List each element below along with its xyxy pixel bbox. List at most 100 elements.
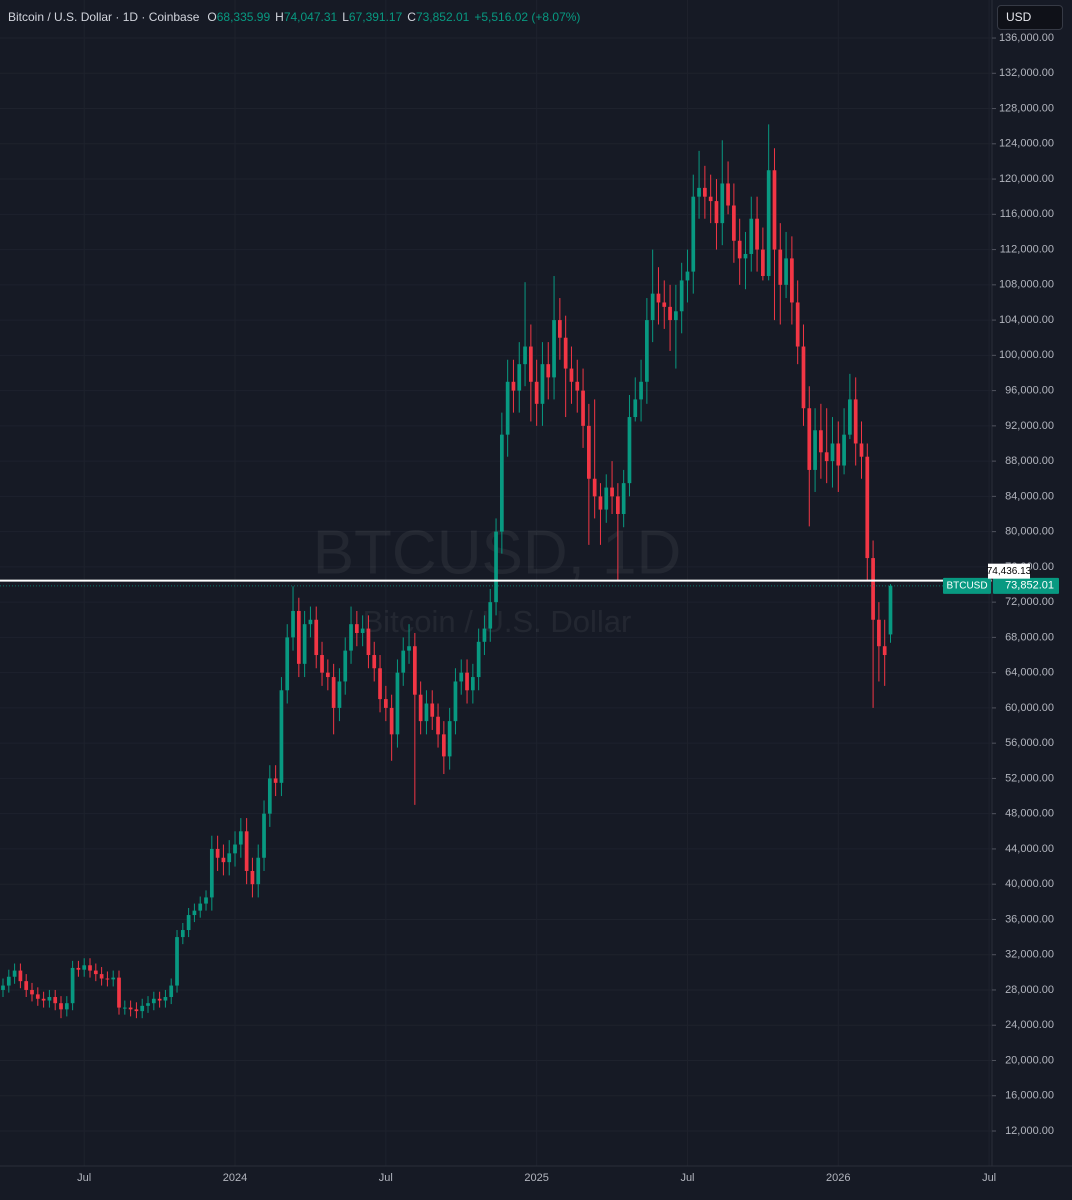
candle-body [691,196,696,272]
x-tick-label: Jul [77,1172,91,1184]
candle-body [1,985,5,990]
y-tick-label: 80,000.00 [1005,526,1054,538]
candle-body [366,628,371,656]
candle-body [383,699,388,708]
candle-body [830,443,835,462]
candle-body [645,320,649,382]
y-tick-label: 96,000.00 [1005,385,1054,397]
candle-body [871,558,875,620]
y-tick-label: 28,000.00 [1005,984,1054,996]
candle-body [470,677,475,691]
candle-body [389,707,394,735]
candle-body [99,974,104,979]
candle-body [511,381,516,391]
y-tick-label: 68,000.00 [1005,631,1054,643]
x-tick-label: 2024 [223,1172,247,1184]
candle-body [378,668,382,700]
candle-body [679,280,684,312]
candle-body [151,998,156,1004]
y-tick-label: 32,000.00 [1005,949,1054,961]
candle-body [233,844,237,854]
candle-body [175,937,179,986]
x-tick-label: 2025 [524,1172,548,1184]
candle-body [598,496,603,510]
candles [1,124,893,1019]
ohlc-key: O [207,10,217,24]
candle-body [204,897,208,904]
price-axis: 12,000.00 16,000.00 20,000.00 24,000.00 28,0… [992,32,1054,1137]
candle-body [650,293,655,321]
candle-body [772,170,777,250]
candle-body [88,965,92,971]
y-tick-label: 60,000.00 [1005,702,1054,714]
candle-body [604,487,609,510]
candle-body [53,997,58,1004]
candle-body [552,320,556,378]
candle-body [859,443,864,457]
x-tick-label: Jul [680,1172,694,1184]
candle-body [726,183,730,206]
last-price-label: 73,852.01 [1005,580,1054,592]
candle-body [82,965,87,970]
y-tick-label: 132,000.00 [999,67,1054,79]
candle-body [418,694,423,722]
y-tick-label: 124,000.00 [999,138,1054,150]
candle-body [523,346,527,365]
candle-body [122,1007,127,1009]
candle-body [540,364,545,404]
candle-body [737,240,742,259]
grid [0,0,992,1166]
candle-body [784,258,788,285]
candle-body [877,619,881,647]
candle-body [128,1007,133,1010]
currency-button[interactable]: USD [997,5,1063,30]
y-tick-label: 64,000.00 [1005,667,1054,679]
candle-body [64,1003,69,1010]
time-axis: Jul 2024 Jul 2025 Jul 2026 Jul [77,1172,996,1184]
x-tick-label: 2026 [826,1172,850,1184]
candle-body [372,655,377,669]
candle-body [639,381,643,400]
candle-body [256,857,261,885]
y-tick-label: 44,000.00 [1005,843,1054,855]
candle-body [76,967,81,970]
candle-body [714,201,719,224]
candle-body [476,641,481,678]
candle-body [163,997,168,1001]
candle-body [685,271,690,281]
candle-body [563,337,568,369]
y-tick-label: 56,000.00 [1005,737,1054,749]
candle-body [499,434,504,532]
candle-body [824,452,829,462]
candle-body [93,970,98,975]
price-change: +5,516.02 (+8.07%) [474,10,581,24]
candle-body [146,1003,150,1006]
candle-body [24,981,29,990]
candle-body [198,903,203,911]
candle-body [59,1003,63,1010]
y-tick-label: 20,000.00 [1005,1054,1054,1066]
y-tick-label: 52,000.00 [1005,772,1054,784]
y-tick-label: 36,000.00 [1005,913,1054,925]
candle-body [453,681,458,722]
y-tick-label: 104,000.00 [999,314,1054,326]
candle-body [30,989,34,995]
candle-body [314,619,319,656]
candle-body [853,399,858,444]
y-tick-label: 100,000.00 [999,349,1054,361]
candle-body [708,196,713,202]
candle-body [592,478,597,497]
price-axis-panel [992,0,1072,1200]
candle-body [447,721,452,757]
y-tick-label: 112,000.00 [1000,243,1054,255]
candle-body [6,976,11,986]
legend-header: Bitcoin / U.S. Dollar · 1D · Coinbase O68… [8,10,585,24]
candle-body [465,672,469,691]
candle-body [842,434,846,466]
candle-body [285,637,290,691]
candle-body [302,624,307,664]
candle-body [459,672,464,682]
series-name: BTCUSD [946,580,987,591]
